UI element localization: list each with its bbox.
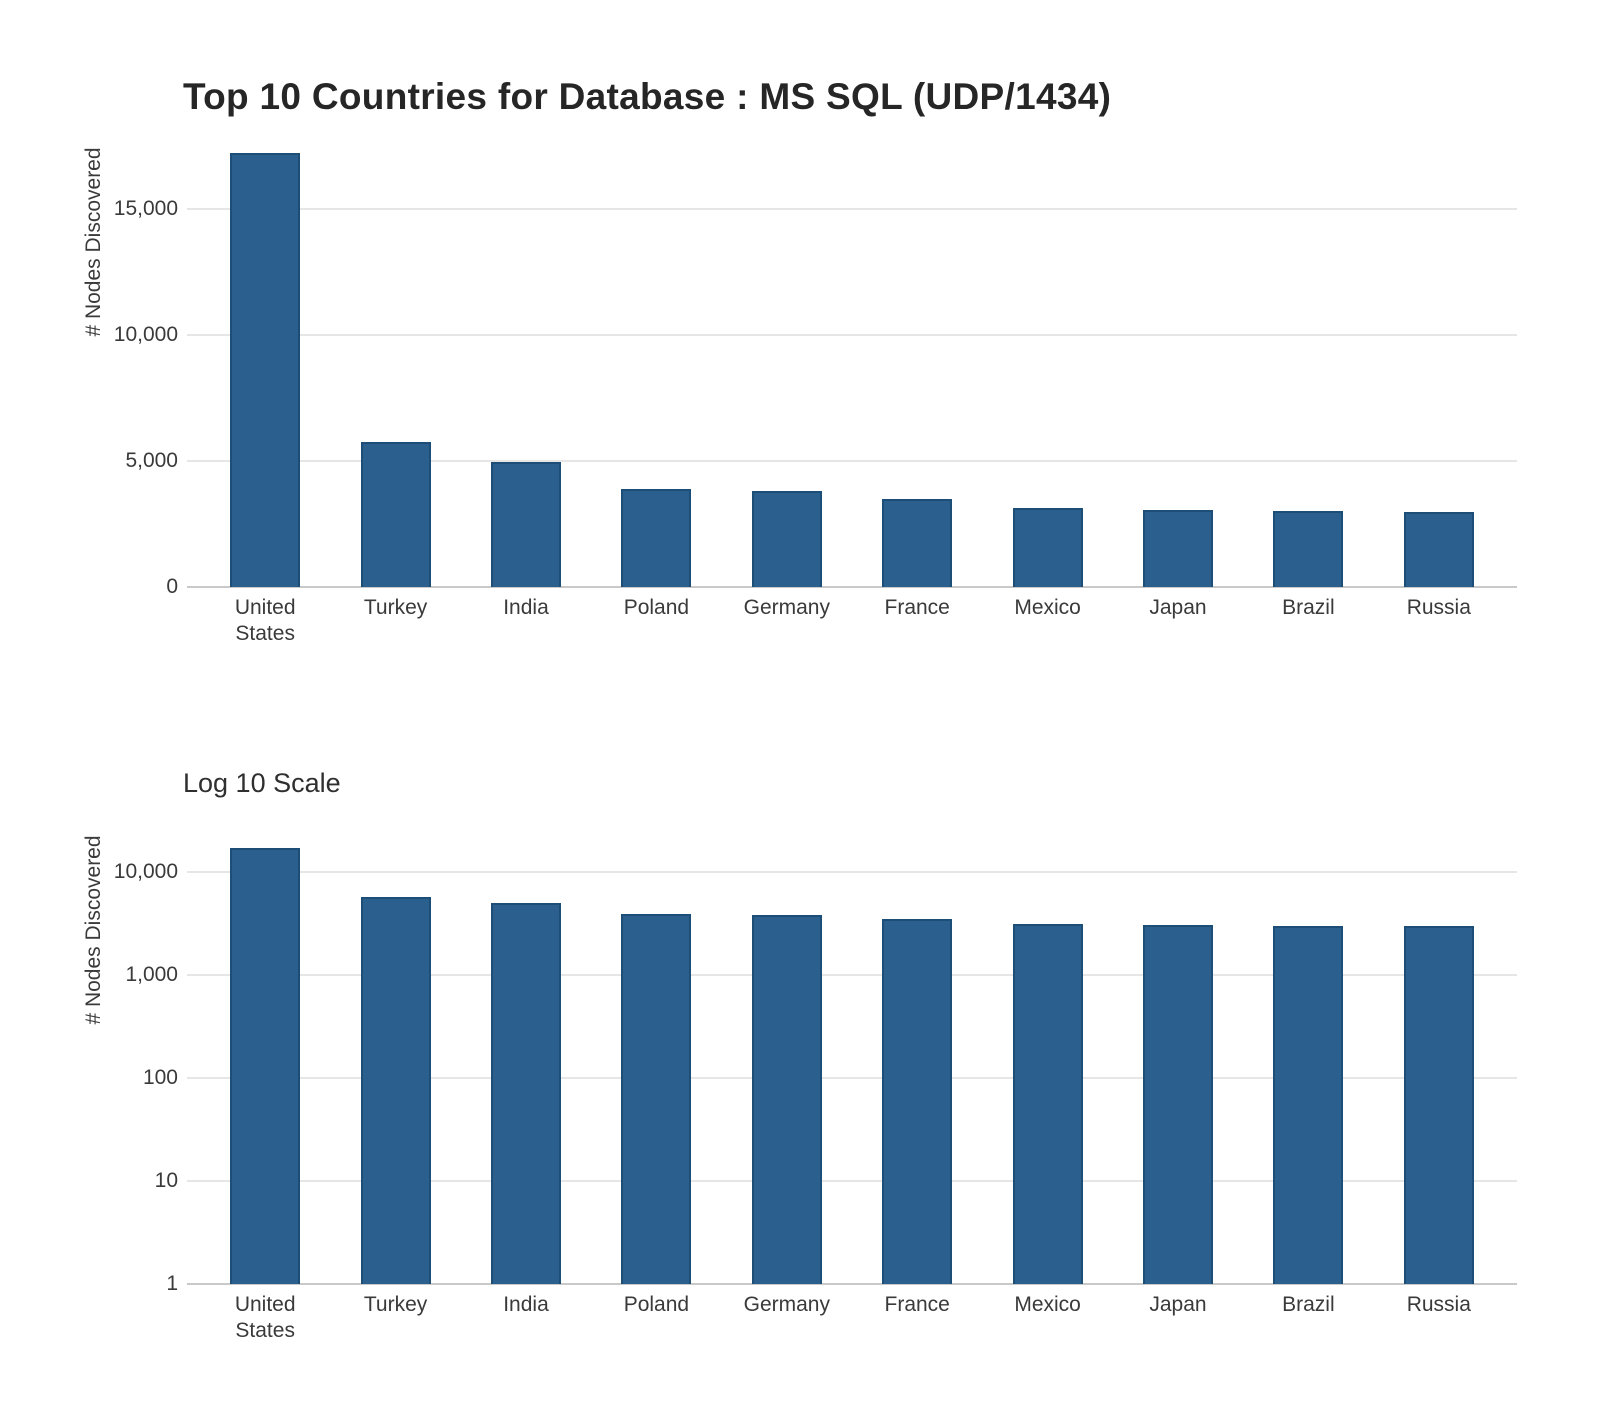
bar-germany — [751, 490, 822, 587]
bar-united-states — [230, 152, 301, 587]
x-tick-label-japan: Japan — [1149, 1293, 1207, 1316]
bar-france — [882, 498, 953, 587]
x-tick-label-france: France — [884, 1293, 950, 1316]
x-axis-line — [187, 586, 1517, 588]
x-tick-label-germany: Germany — [743, 596, 830, 619]
x-tick-label-russia: Russia — [1406, 596, 1471, 619]
x-tick-label-germany: Germany — [743, 1293, 830, 1316]
x-tick-label-russia: Russia — [1406, 1293, 1471, 1316]
bar-france — [882, 918, 953, 1284]
gridline — [187, 460, 1517, 463]
bar-japan — [1143, 510, 1213, 587]
gridline — [187, 334, 1517, 337]
gridline — [187, 974, 1517, 976]
bar-mexico — [1012, 507, 1083, 587]
log-chart-title: Log 10 Scale — [183, 768, 341, 798]
x-tick-label-turkey: Turkey — [363, 596, 428, 619]
x-tick-label-brazil: Brazil — [1282, 596, 1335, 619]
bar-poland — [621, 488, 692, 587]
x-tick-label-india: India — [503, 1293, 549, 1316]
x-tick-label-poland: Poland — [623, 1293, 690, 1316]
y-tick-label: 15,000 — [113, 197, 178, 221]
x-axis-line — [187, 1283, 1517, 1285]
bar-mexico — [1012, 923, 1083, 1284]
x-tick-label-brazil: Brazil — [1282, 1293, 1335, 1316]
bar-india — [491, 462, 561, 587]
gridline — [187, 1180, 1517, 1182]
y-tick-label: 10,000 — [113, 860, 178, 883]
y-tick-label: 1 — [166, 1272, 178, 1295]
y-tick-label: 100 — [142, 1066, 178, 1089]
bar-japan — [1143, 925, 1213, 1284]
bar-india — [491, 903, 561, 1284]
x-tick-label-japan: Japan — [1149, 596, 1207, 619]
x-tick-label-mexico: Mexico — [1014, 596, 1081, 619]
bar-russia — [1403, 926, 1474, 1284]
bar-brazil — [1273, 511, 1344, 587]
x-tick-label-france: France — [884, 596, 950, 619]
x-tick-label-mexico: Mexico — [1014, 1293, 1081, 1316]
x-tick-label-poland: Poland — [623, 596, 690, 619]
bar-turkey — [360, 442, 431, 587]
bar-russia — [1403, 511, 1474, 587]
gridline — [187, 208, 1517, 211]
x-tick-label-united-states: United States — [234, 1293, 296, 1342]
bar-germany — [751, 915, 822, 1284]
bar-brazil — [1273, 925, 1344, 1284]
y-tick-label: 0 — [166, 575, 178, 598]
bar-poland — [621, 914, 692, 1284]
x-tick-label-turkey: Turkey — [363, 1293, 428, 1316]
y-tick-label: 5,000 — [125, 449, 178, 473]
y-tick-label: 10 — [154, 1169, 178, 1192]
gridline — [187, 871, 1517, 873]
gridline — [187, 1077, 1517, 1079]
chart-title: Top 10 Countries for Database : MS SQL (… — [183, 76, 1112, 117]
y-tick-label: 1,000 — [125, 963, 178, 986]
y-tick-label: 10,000 — [113, 323, 178, 347]
x-tick-label-united-states: United States — [234, 596, 296, 645]
bar-turkey — [360, 896, 431, 1284]
x-tick-label-india: India — [503, 596, 549, 619]
bar-united-states — [230, 847, 301, 1284]
